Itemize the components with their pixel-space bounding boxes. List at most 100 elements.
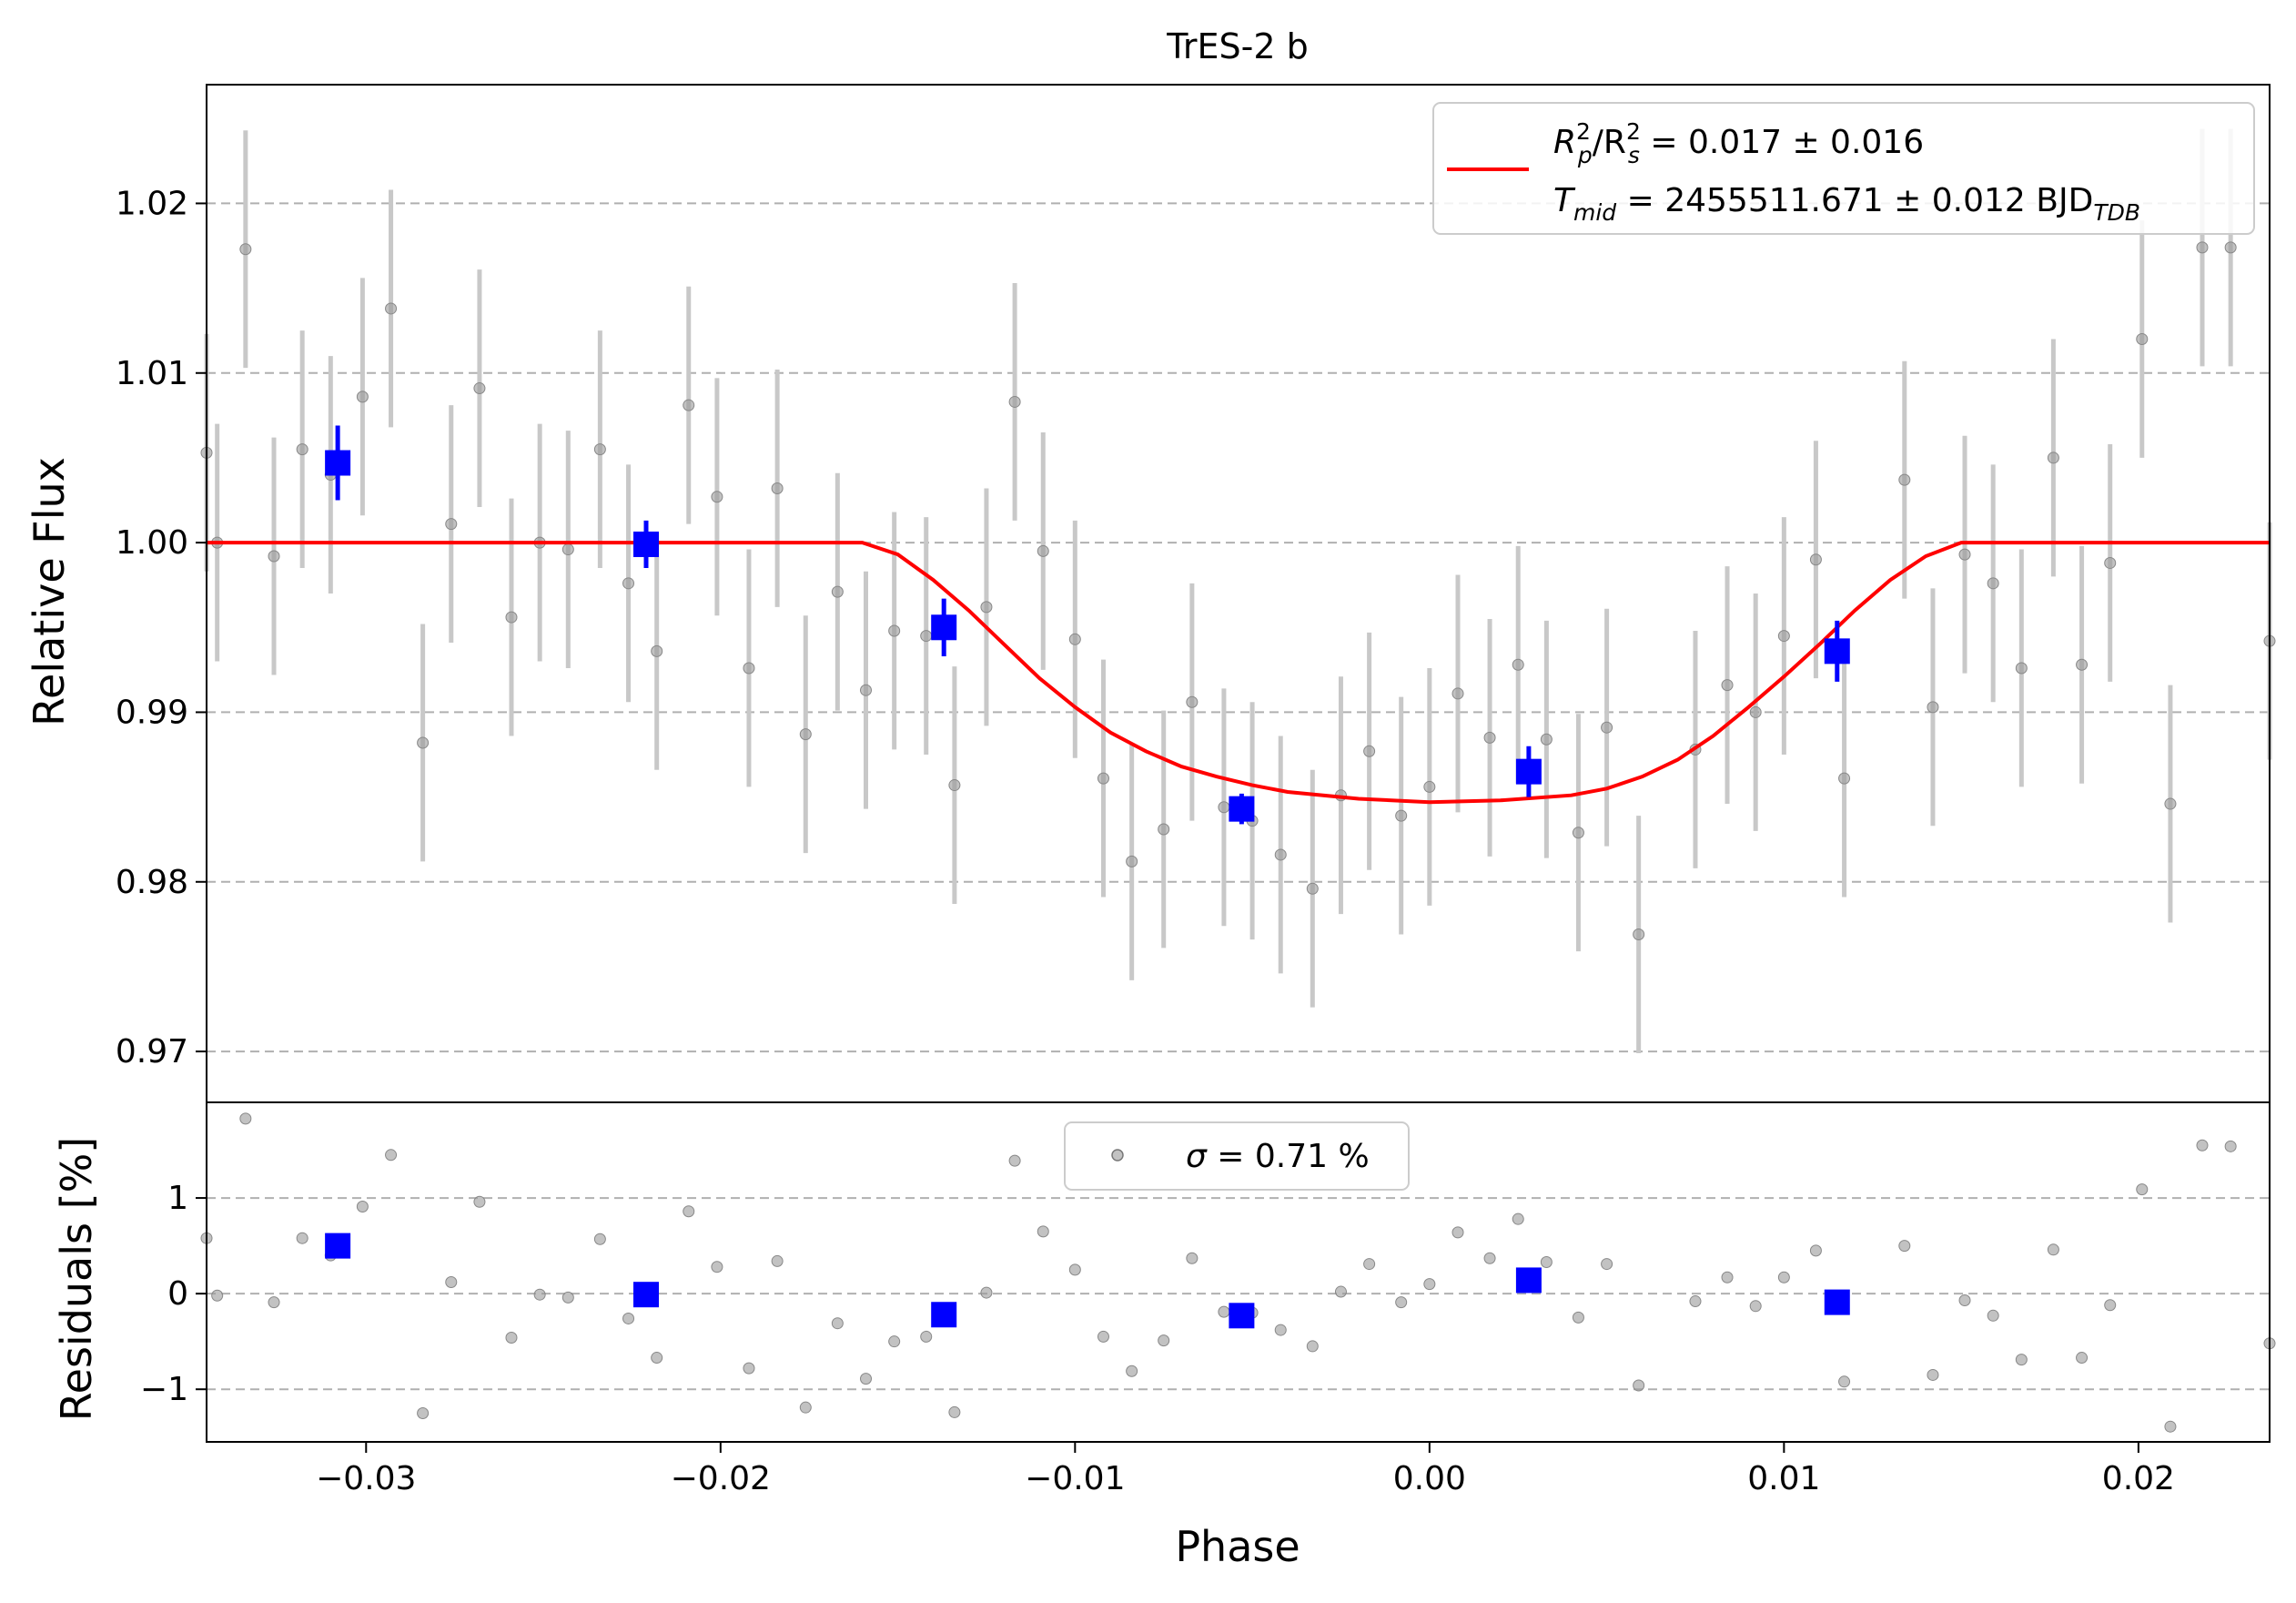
y-tick-label: 1.02 xyxy=(116,185,188,222)
raw-residual-point xyxy=(1363,1258,1376,1271)
raw-residual-point xyxy=(948,1405,961,1418)
x-tick-label: −0.03 xyxy=(316,1460,416,1497)
x-tick-label: 0.02 xyxy=(2102,1460,2175,1497)
raw-point xyxy=(1097,772,1109,785)
legend-sigma-text: σ = 0.71 % xyxy=(1186,1138,1370,1175)
raw-residual-point xyxy=(1483,1252,1496,1264)
main-y-ticks: 0.97 0.98 0.99 1.00 1.01 1.02 xyxy=(116,185,207,1070)
binned-residual-points xyxy=(325,1233,1850,1329)
raw-residual-point xyxy=(1097,1330,1109,1343)
raw-point xyxy=(1274,848,1287,861)
raw-residual-point xyxy=(1037,1225,1049,1238)
raw-residual-point xyxy=(888,1335,901,1348)
raw-point xyxy=(2136,333,2149,345)
fit-legend: R2p/Rs2s = 0.017 ± 0.016 Tmid = 2455511.… xyxy=(1432,102,2255,235)
raw-residual-point xyxy=(2164,1420,2177,1433)
raw-residual-point xyxy=(1008,1154,1021,1167)
raw-residual-point xyxy=(1898,1240,1911,1253)
raw-residual-point xyxy=(771,1254,784,1267)
raw-residual-point xyxy=(2224,1140,2237,1152)
raw-residual-point xyxy=(1334,1285,1347,1298)
y-tick-label: 1.00 xyxy=(116,524,188,562)
raw-residual-point xyxy=(711,1261,723,1273)
raw-point xyxy=(1451,687,1464,700)
raw-point xyxy=(473,382,486,395)
raw-point xyxy=(2104,556,2117,569)
raw-point xyxy=(1008,395,1021,408)
raw-point xyxy=(622,577,635,590)
raw-residual-point xyxy=(1721,1271,1734,1283)
raw-point xyxy=(385,302,398,315)
raw-residual-point xyxy=(1958,1294,1971,1306)
raw-residual-point xyxy=(1777,1271,1790,1283)
raw-residual-point xyxy=(980,1286,993,1299)
binned-flux-points xyxy=(325,425,1850,825)
binned-point xyxy=(1824,638,1850,665)
binned-residual-point xyxy=(1824,1289,1850,1315)
raw-residual-point xyxy=(1274,1324,1287,1336)
raw-residual-point xyxy=(1395,1296,1408,1309)
y-tick-label: 1.01 xyxy=(116,355,188,392)
raw-point xyxy=(1838,772,1851,785)
raw-point xyxy=(1721,679,1734,692)
raw-residual-point xyxy=(593,1233,606,1245)
raw-point xyxy=(505,611,518,624)
raw-point xyxy=(1158,823,1170,836)
raw-point xyxy=(888,624,901,637)
y-axis-label-residuals: Residuals [%] xyxy=(52,1137,101,1421)
raw-point xyxy=(948,779,961,792)
raw-point xyxy=(1037,544,1049,557)
residual-axes-frame xyxy=(206,1101,2271,1443)
raw-residual-point xyxy=(561,1291,574,1304)
raw-point xyxy=(1483,731,1496,744)
raw-residual-point xyxy=(385,1149,398,1162)
raw-point xyxy=(2164,797,2177,810)
raw-residual-point xyxy=(2136,1183,2149,1196)
raw-residual-point xyxy=(2196,1139,2209,1152)
y-tick-label: 1 xyxy=(167,1180,188,1217)
raw-residual-point xyxy=(1809,1244,1822,1257)
sigma-legend: σ = 0.71 % xyxy=(1064,1121,1410,1191)
raw-point xyxy=(743,662,755,675)
raw-point xyxy=(1218,801,1230,814)
raw-residual-point xyxy=(1423,1278,1436,1291)
raw-point xyxy=(860,684,873,696)
legend-tmid-text: Tmid = 2455511.671 ± 0.012 BJDTDB xyxy=(1553,182,2140,226)
raw-point xyxy=(268,550,280,563)
chart-title: TrES-2 b xyxy=(1166,26,1308,66)
x-ticks: −0.03 −0.02 −0.01 0.00 0.01 0.02 xyxy=(316,1442,2175,1497)
raw-residual-point xyxy=(211,1289,224,1302)
raw-point xyxy=(1186,695,1199,708)
raw-point xyxy=(1809,553,1822,566)
raw-point xyxy=(2196,241,2209,254)
raw-residual-point xyxy=(417,1406,430,1419)
binned-point xyxy=(931,614,957,641)
raw-point xyxy=(711,491,723,503)
raw-residual-point xyxy=(533,1288,546,1301)
raw-point xyxy=(1601,721,1613,734)
raw-point xyxy=(1068,633,1081,645)
raw-residual-point xyxy=(296,1232,308,1244)
raw-point xyxy=(1987,577,1999,590)
raw-residual-point xyxy=(2015,1354,2028,1366)
raw-residual-point xyxy=(651,1352,663,1365)
raw-point xyxy=(1306,882,1319,895)
binned-point xyxy=(1515,758,1542,785)
raw-residual-point xyxy=(1838,1375,1851,1388)
raw-point xyxy=(356,391,369,403)
raw-point xyxy=(920,630,933,643)
raw-point xyxy=(417,736,430,749)
binned-point xyxy=(1229,796,1255,822)
raw-residual-point xyxy=(356,1201,369,1213)
raw-point xyxy=(651,644,663,657)
raw-point xyxy=(1898,473,1911,486)
y-tick-label: −1 xyxy=(140,1371,188,1408)
flux-panel: 0.97 0.98 0.99 1.00 1.01 1.02 R2p/Rs2s = 0.01… xyxy=(116,84,2276,1103)
raw-residual-point xyxy=(683,1205,695,1218)
raw-point xyxy=(1540,733,1553,746)
raw-residual-point xyxy=(1158,1334,1170,1347)
raw-point xyxy=(799,728,812,741)
raw-point xyxy=(1927,701,1939,714)
raw-residual-point xyxy=(1126,1365,1138,1377)
